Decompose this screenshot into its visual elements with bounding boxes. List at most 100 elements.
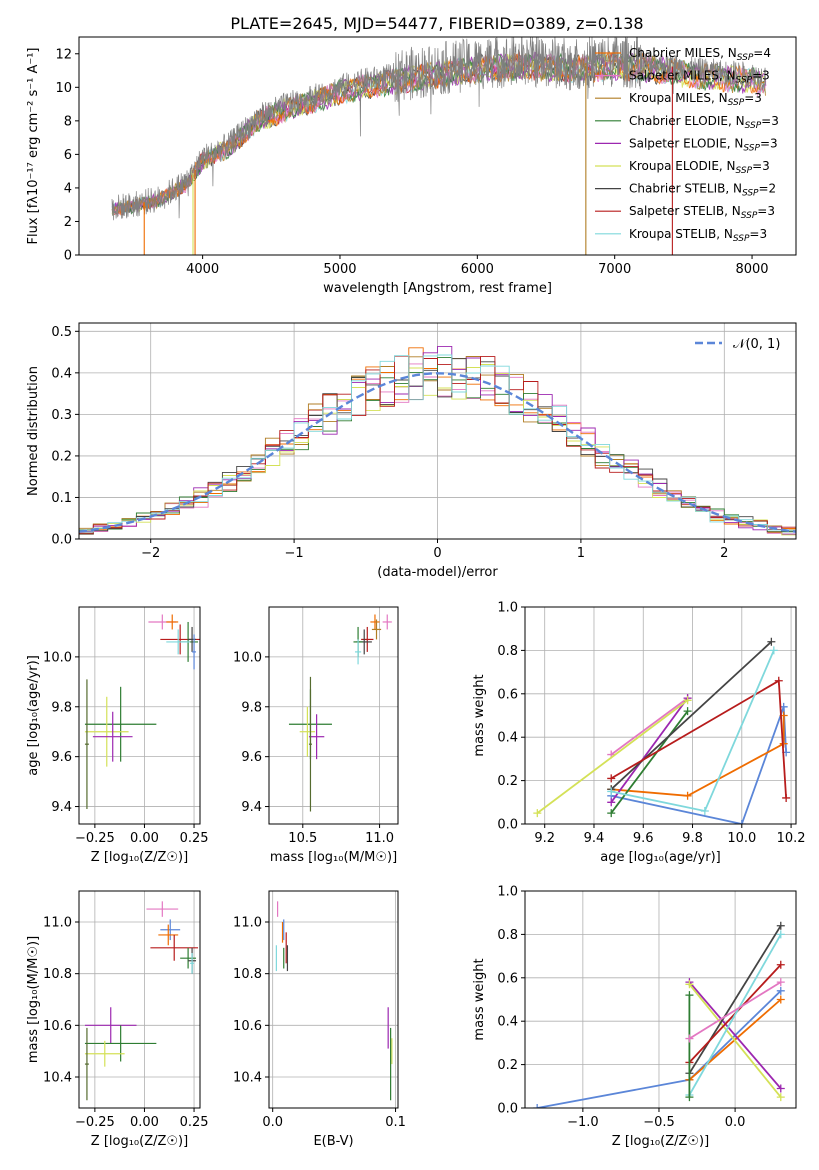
weight-series-line — [688, 981, 782, 1040]
x-axis-label: (data-model)/error — [377, 565, 498, 580]
weight-point-marker — [607, 774, 616, 783]
x-tick-label: 9.2 — [534, 831, 555, 846]
error-bar-point — [160, 919, 181, 941]
x-axis-label: Z [log₁₀(Z/Z☉)] — [91, 1134, 188, 1149]
x-axis-label: age [log₁₀(age/yr)] — [600, 850, 721, 865]
y-tick-label: 10.4 — [43, 1071, 72, 1086]
weight-series-line — [688, 983, 782, 1098]
y-tick-label: 9.4 — [241, 800, 262, 815]
mass-vs-extinction-axes: 0.0 0.1 10.4 10.6 10.8 11.0 E(B-V) — [233, 890, 406, 1149]
weight-point-marker — [685, 980, 694, 989]
y-tick-label: 0.2 — [51, 449, 72, 464]
age-vs-metallicity-panel: −0.25 0.00 0.25 9.4 9.6 9.8 10.0 Z [log₁₀(Z/Z☉)… — [26, 606, 209, 865]
y-tick-label: 0.8 — [497, 928, 518, 943]
weight-point-marker — [776, 960, 785, 969]
x-tick-label: −1 — [285, 546, 304, 561]
weight-series — [607, 676, 791, 802]
error-bar-point — [92, 711, 133, 762]
x-tick-label: −1.0 — [567, 1115, 599, 1130]
x-tick-label: 11.0 — [365, 831, 394, 846]
legend-entry: Salpeter ELODIE, NSSP=3 — [629, 136, 778, 153]
x-tick-label: 2 — [720, 546, 728, 561]
y-tick-label: 6 — [64, 148, 72, 163]
error-bar-point — [299, 706, 316, 757]
weight-point-marker — [776, 986, 785, 995]
y-tick-label: 12 — [55, 47, 72, 62]
y-axis-label: Normed distribution — [26, 366, 41, 496]
mass-vs-metallicity-axes: −0.25 0.00 0.25 10.4 10.6 10.8 11.0 Z [log₁₀(Z/… — [26, 890, 209, 1149]
error-bar-point — [84, 679, 89, 810]
mass-vs-metallicity-plot-area — [84, 901, 199, 1101]
x-axis-label: E(B-V) — [313, 1134, 353, 1149]
error-bar-point — [188, 626, 197, 652]
x-tick-label: 9.4 — [584, 831, 605, 846]
residual-histogram-plot-area — [79, 345, 796, 539]
legend-entry: Chabrier MILES, NSSP=4 — [629, 46, 771, 63]
x-tick-label: 8000 — [735, 262, 768, 277]
weight-point-marker — [533, 1104, 542, 1108]
age-vs-mass-panel: 10.5 11.0 9.4 9.6 9.8 10.0 mass [log₁₀(M/M☉)] — [233, 606, 399, 865]
y-tick-label: 1.0 — [497, 885, 518, 900]
weight-series-line — [611, 706, 787, 824]
weight-series — [607, 637, 776, 794]
x-axis-label: mass [log₁₀(M/M☉)] — [270, 850, 397, 865]
y-tick-label: 0.6 — [497, 687, 518, 702]
weight-series-line — [610, 641, 773, 790]
y-tick-label: 2 — [64, 215, 72, 230]
axes-frame — [78, 36, 797, 256]
error-bar-point — [180, 947, 197, 969]
weight-series — [607, 707, 692, 818]
x-tick-label: −0.5 — [643, 1115, 675, 1130]
x-tick-label: −0.25 — [75, 1115, 115, 1130]
y-tick-label: 9.8 — [241, 700, 262, 715]
error-bar-point — [382, 614, 392, 630]
weight-point-marker — [607, 787, 616, 796]
weight-point-marker — [737, 820, 746, 824]
legend-entry: 𝒩(0, 1) — [733, 337, 780, 352]
weight-point-marker — [776, 921, 785, 930]
x-tick-label: −0.25 — [75, 831, 115, 846]
legend-entry: Chabrier STELIB, NSSP=2 — [629, 182, 776, 199]
weight-series — [685, 978, 785, 1043]
y-tick-label: 0.0 — [497, 818, 518, 833]
y-tick-label: 0.1 — [51, 491, 72, 506]
spectrum-panel: 4000 5000 6000 7000 8000 0 2 4 6 8 10 12 wavelength … — [26, 36, 797, 296]
x-tick-label: 0.00 — [130, 1115, 159, 1130]
x-tick-label: 0.25 — [180, 831, 209, 846]
y-tick-label: 0.4 — [497, 1015, 518, 1030]
x-axis-label: wavelength [Angstrom, rest frame] — [323, 281, 552, 296]
error-bar-point — [84, 696, 129, 767]
x-tick-label: 7000 — [598, 262, 631, 277]
x-axis-label: Z [log₁₀(Z/Z☉)] — [612, 1134, 709, 1149]
error-bar-point — [371, 619, 382, 640]
y-tick-label: 0.6 — [497, 971, 518, 986]
weight-point-marker — [685, 1093, 694, 1102]
age-vs-metallicity-plot-area — [84, 614, 200, 810]
weight-series — [607, 711, 788, 800]
weight-point-marker — [776, 978, 785, 987]
x-tick-label: 0.00 — [130, 831, 159, 846]
weight-series-line — [536, 699, 689, 814]
error-bar-point — [84, 686, 157, 762]
legend-entry: Kroupa ELODIE, NSSP=3 — [629, 159, 770, 176]
x-tick-label: 9.8 — [682, 831, 703, 846]
error-bar-point — [192, 634, 197, 670]
weight-series-line — [610, 697, 689, 803]
legend-entry: Chabrier ELODIE, NSSP=3 — [629, 114, 779, 131]
weight-series-line — [610, 710, 689, 814]
y-tick-label: 0.2 — [497, 1058, 518, 1073]
weight-point-marker — [776, 930, 785, 939]
spectrum-plot-area — [111, 37, 767, 255]
y-tick-label: 10.4 — [233, 1071, 262, 1086]
y-tick-label: 11.0 — [233, 916, 262, 931]
weight-point-marker — [769, 646, 778, 655]
x-tick-label: 0 — [433, 546, 441, 561]
axes-frame — [78, 606, 201, 825]
weight-point-marker — [685, 991, 694, 1000]
error-bar-point — [370, 614, 380, 630]
weight-point-marker — [776, 1084, 785, 1093]
normal-distribution-curve — [79, 372, 796, 533]
y-tick-label: 9.8 — [51, 700, 72, 715]
residual-histogram-panel: −2 −1 0 1 2 0.0 0.1 0.2 0.3 0.4 0.5 (data-model)/er… — [26, 322, 797, 580]
